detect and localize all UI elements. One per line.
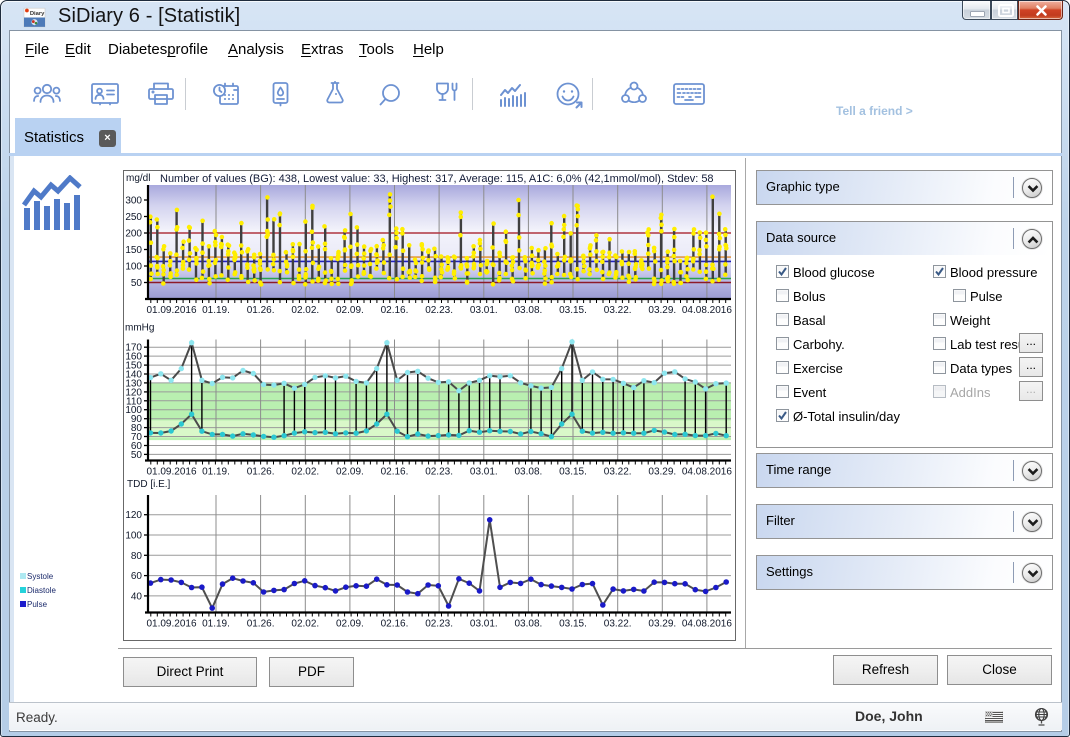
svg-text:100: 100 (125, 531, 142, 542)
svg-text:01.26.: 01.26. (247, 467, 275, 478)
svg-text:03.22.: 03.22. (604, 467, 632, 478)
svg-text:120: 120 (125, 387, 142, 398)
svg-text:100: 100 (125, 262, 142, 273)
svg-text:200: 200 (125, 229, 142, 240)
svg-text:50: 50 (131, 450, 143, 461)
svg-text:170: 170 (125, 343, 142, 354)
svg-text:02.02.: 02.02. (291, 467, 319, 478)
svg-text:90: 90 (131, 414, 143, 425)
svg-text:mmHg: mmHg (125, 323, 154, 334)
svg-text:02.09.: 02.09. (336, 467, 364, 478)
svg-text:03.01.: 03.01. (470, 467, 498, 478)
svg-text:04.08.2016: 04.08.2016 (682, 305, 732, 316)
svg-text:03.29.: 03.29. (648, 619, 676, 630)
svg-text:160: 160 (125, 352, 142, 363)
svg-text:02.09.: 02.09. (336, 619, 364, 630)
svg-text:50: 50 (131, 278, 143, 289)
svg-text:Diary: Diary (30, 11, 45, 17)
svg-text:03.08.: 03.08. (514, 305, 542, 316)
svg-text:100: 100 (125, 405, 142, 416)
svg-text:80: 80 (131, 423, 143, 434)
svg-text:01.19.: 01.19. (202, 619, 230, 630)
svg-text:01.26.: 01.26. (247, 305, 275, 316)
svg-text:03.29.: 03.29. (648, 305, 676, 316)
svg-text:150: 150 (125, 245, 142, 256)
svg-text:02.16.: 02.16. (381, 619, 409, 630)
svg-text:250: 250 (125, 212, 142, 223)
svg-text:mg/dl: mg/dl (126, 173, 150, 184)
svg-text:04.08.2016: 04.08.2016 (682, 467, 732, 478)
svg-text:150: 150 (125, 361, 142, 372)
svg-text:02.02.: 02.02. (291, 305, 319, 316)
svg-text:03.29.: 03.29. (648, 467, 676, 478)
svg-text:03.08.: 03.08. (514, 619, 542, 630)
svg-text:80: 80 (131, 551, 143, 562)
svg-text:01.09.2016: 01.09.2016 (146, 305, 196, 316)
svg-text:02.23.: 02.23. (425, 305, 453, 316)
svg-text:110: 110 (126, 396, 142, 407)
svg-text:130: 130 (125, 378, 142, 389)
svg-text:01.26.: 01.26. (247, 619, 275, 630)
svg-text:300: 300 (125, 196, 142, 207)
svg-text:02.16.: 02.16. (381, 305, 409, 316)
svg-text:40: 40 (131, 591, 143, 602)
svg-text:03.01.: 03.01. (470, 619, 498, 630)
svg-text:60: 60 (131, 441, 143, 452)
svg-text:140: 140 (125, 370, 142, 381)
svg-text:60: 60 (131, 571, 143, 582)
svg-text:02.23.: 02.23. (425, 619, 453, 630)
svg-text:01.09.2016: 01.09.2016 (146, 467, 196, 478)
svg-text:01.19.: 01.19. (202, 305, 230, 316)
svg-text:01.09.2016: 01.09.2016 (146, 619, 196, 630)
svg-text:03.15.: 03.15. (559, 619, 587, 630)
svg-text:Number of values (BG): 438, Lo: Number of values (BG): 438, Lowest value… (160, 173, 714, 185)
svg-text:03.08.: 03.08. (514, 467, 542, 478)
svg-text:02.09.: 02.09. (336, 305, 364, 316)
svg-text:03.15.: 03.15. (559, 305, 587, 316)
svg-text:02.16.: 02.16. (381, 467, 409, 478)
svg-text:04.08.2016: 04.08.2016 (682, 619, 732, 630)
svg-text:03.15.: 03.15. (559, 467, 587, 478)
svg-text:70: 70 (131, 432, 143, 443)
svg-text:03.01.: 03.01. (470, 305, 498, 316)
svg-text:03.22.: 03.22. (604, 305, 632, 316)
svg-text:02.23.: 02.23. (425, 467, 453, 478)
svg-text:120: 120 (125, 510, 142, 521)
svg-text:01.19.: 01.19. (202, 467, 230, 478)
svg-text:TDD [i.E.]: TDD [i.E.] (127, 479, 171, 490)
svg-text:03.22.: 03.22. (604, 619, 632, 630)
svg-text:02.02.: 02.02. (291, 619, 319, 630)
